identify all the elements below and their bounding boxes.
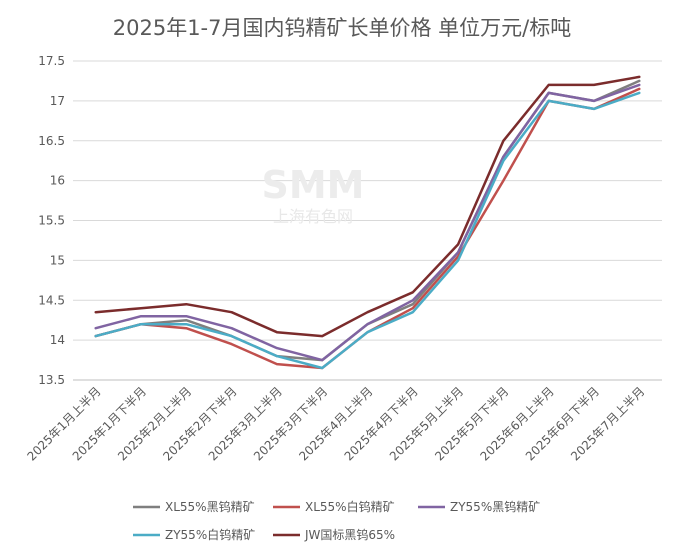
legend-item: ZY55%白钨精矿 — [133, 527, 255, 542]
legend-label: ZY55%黑钨精矿 — [450, 499, 540, 514]
y-tick-label: 16 — [50, 174, 65, 188]
series-line-2 — [94, 87, 641, 370]
series-line-4 — [94, 91, 641, 370]
legend-item: XL55%黑钨精矿 — [133, 499, 255, 514]
legend-label: XL55%白钨精矿 — [305, 499, 395, 514]
legend-label: ZY55%白钨精矿 — [165, 527, 255, 542]
y-tick-label: 14.5 — [38, 293, 65, 307]
watermark-logo: SMM — [262, 163, 365, 207]
chart-title: 2025年1-7月国内钨精矿长单价格 单位万元/标吨 — [113, 16, 572, 40]
legend-label: XL55%黑钨精矿 — [165, 499, 255, 514]
y-tick-label: 15 — [50, 253, 65, 267]
y-tick-label: 17 — [50, 94, 65, 108]
x-tick-label: 2025年1月上半月 — [24, 384, 103, 463]
y-tick-label: 17.5 — [38, 54, 65, 68]
legend-item: JW国标黑钨65% — [273, 527, 395, 542]
watermark-text: 上海有色网 — [273, 207, 353, 226]
y-tick-label: 13.5 — [38, 373, 65, 387]
gridlines — [73, 60, 662, 381]
legend-item: XL55%白钨精矿 — [273, 499, 395, 514]
y-axis: 13.5 14 14.5 15 15.5 16 16.5 17 17.5 — [38, 54, 65, 387]
legend: XL55%黑钨精矿 XL55%白钨精矿 ZY55%黑钨精矿 ZY55%白钨精矿 JW国标… — [133, 499, 540, 542]
series-line-5 — [94, 75, 641, 338]
y-tick-label: 16.5 — [38, 134, 65, 148]
y-tick-label: 15.5 — [38, 214, 65, 228]
legend-item: ZY55%黑钨精矿 — [418, 499, 540, 514]
watermark: SMM 上海有色网 — [262, 163, 365, 226]
series-lines — [94, 75, 641, 370]
y-tick-label: 14 — [50, 333, 65, 347]
x-axis: 2025年1月上半月2025年1月下半月2025年2月上半月2025年2月下半月… — [24, 379, 662, 464]
legend-label: JW国标黑钨65% — [304, 527, 395, 542]
series-line-3 — [94, 83, 641, 362]
